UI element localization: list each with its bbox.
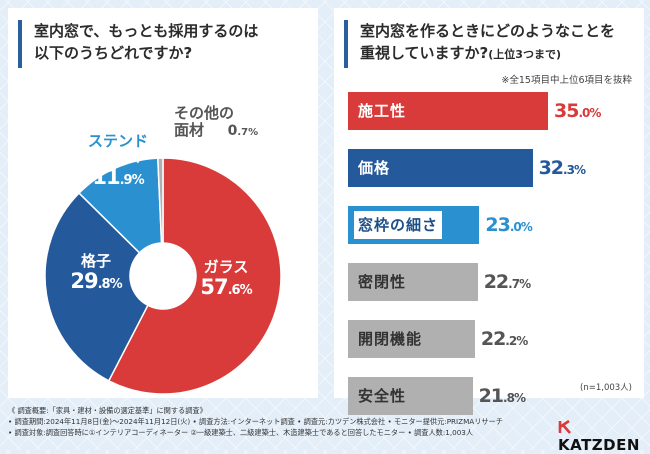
pie-value-stained-unit: % (131, 172, 145, 188)
bar-row: 安全性 21.8% (348, 377, 638, 415)
footer-line1: 《 調査概要:「家具・建材・設備の選定基準」に関する調査》 (8, 406, 207, 415)
sample-size-note: (n=1,003人) (580, 383, 632, 393)
bar-5 (348, 377, 473, 415)
pie-question-line1: 室内窓で、もっとも採用するのは (34, 22, 259, 40)
bar-value-label: 32.3% (538, 157, 586, 179)
pie-value-glass-dec: .6 (227, 282, 241, 298)
bar-value-label: 21.8% (478, 385, 526, 407)
pie-label-other-name2: 面材 (174, 120, 205, 139)
pie-label-other: その他の 面材 0.7% (174, 104, 304, 139)
pie-slice-lattice (44, 192, 149, 382)
survey-footer: 《 調査概要:「家具・建材・設備の選定基準」に関する調査》 • 調査期間:202… (8, 405, 548, 438)
bar-row: 密閉性 22.7% (348, 263, 638, 301)
bar-question-sub: (上位3つまで) (488, 48, 561, 61)
bar-value-label: 22.7% (483, 271, 531, 293)
pie-label-glass: ガラス 57.6% (186, 258, 266, 299)
pie-label-other-name1: その他の (174, 104, 235, 122)
pie-value-stained: 11 (92, 164, 120, 189)
katzden-logo: KATZDEN (558, 418, 650, 454)
bar-label: 密閉性 (358, 273, 407, 291)
bar-label: 窓枠の細さ (354, 211, 443, 239)
bar-row: 施工性 35.0% (348, 92, 638, 130)
bar-value-label: 22.2% (480, 328, 528, 350)
pie-value-stained-dec: .9 (119, 172, 133, 188)
bar-3 (348, 263, 478, 301)
bar-card: 室内窓を作るときにどのようなことを 重視していますか?(上位3つまで) ※全15… (334, 8, 644, 415)
bar-label: 開閉機能 (358, 330, 423, 348)
pie-value-other-unit: % (248, 126, 259, 138)
bar-4 (348, 320, 475, 358)
pie-value-lattice: 29 (70, 268, 98, 293)
pie-slice-glass (107, 157, 282, 395)
logo-mark-icon (558, 420, 571, 434)
bar-1 (348, 149, 533, 187)
pie-slice-other (157, 157, 164, 244)
pie-chart (44, 157, 282, 395)
pie-label-lattice-name: 格子 (80, 252, 111, 270)
pie-value-glass: 57 (200, 274, 228, 299)
bar-note: ※全15項目中上位6項目を抜粋 (501, 75, 632, 86)
pie-label-stained-name2: グラス (95, 147, 141, 166)
bar-label: 価格 (358, 159, 391, 177)
bar-question-line1: 室内窓を作るときにどのようなことを (360, 22, 616, 40)
pie-label-lattice: 格子 29.8% (56, 252, 136, 293)
bar-value-label: 35.0% (554, 100, 601, 122)
bar-0 (348, 92, 548, 130)
bar-value-label: 23.0% (485, 214, 532, 236)
bar-question-line2: 重視していますか? (360, 44, 489, 62)
pie-label-glass-name: ガラス (203, 258, 249, 276)
logo-text: KATZDEN (558, 436, 640, 454)
pie-label-stained-name1: ステンド (87, 132, 148, 150)
pie-question: 室内窓で、もっとも採用するのは 以下のうちどれですか? (18, 20, 324, 68)
bar-question: 室内窓を作るときにどのようなことを 重視していますか?(上位3つまで) (344, 20, 650, 68)
pie-label-stained: ステンド グラス 11.9% (68, 132, 168, 189)
pie-card: 室内窓で、もっとも採用するのは 以下のうちどれですか? ガラス 57.6% 格子… (8, 8, 318, 398)
bar-label: 安全性 (358, 387, 407, 405)
pie-value-other: 0 (227, 122, 238, 139)
pie-value-glass-unit: % (239, 282, 253, 298)
pie-value-lattice-unit: % (109, 276, 123, 292)
bar-label: 施工性 (358, 102, 407, 120)
pie-value-other-dec: .7 (237, 126, 249, 138)
footer-line2: • 調査期間:2024年11月8日(金)〜2024年11月12日(火) • 調査… (8, 417, 503, 426)
bar-row: 開閉機能 22.2% (348, 320, 638, 358)
bar-row: 窓枠の細さ 23.0% (348, 206, 638, 244)
pie-value-lattice-dec: .8 (97, 276, 111, 292)
footer-line3: • 調査対象:調査回答時に①インテリアコーディネーター ②一級建築士、二級建築士… (8, 428, 474, 437)
bar-row: 価格 32.3% (348, 149, 638, 187)
pie-question-line2: 以下のうちどれですか? (34, 44, 193, 62)
